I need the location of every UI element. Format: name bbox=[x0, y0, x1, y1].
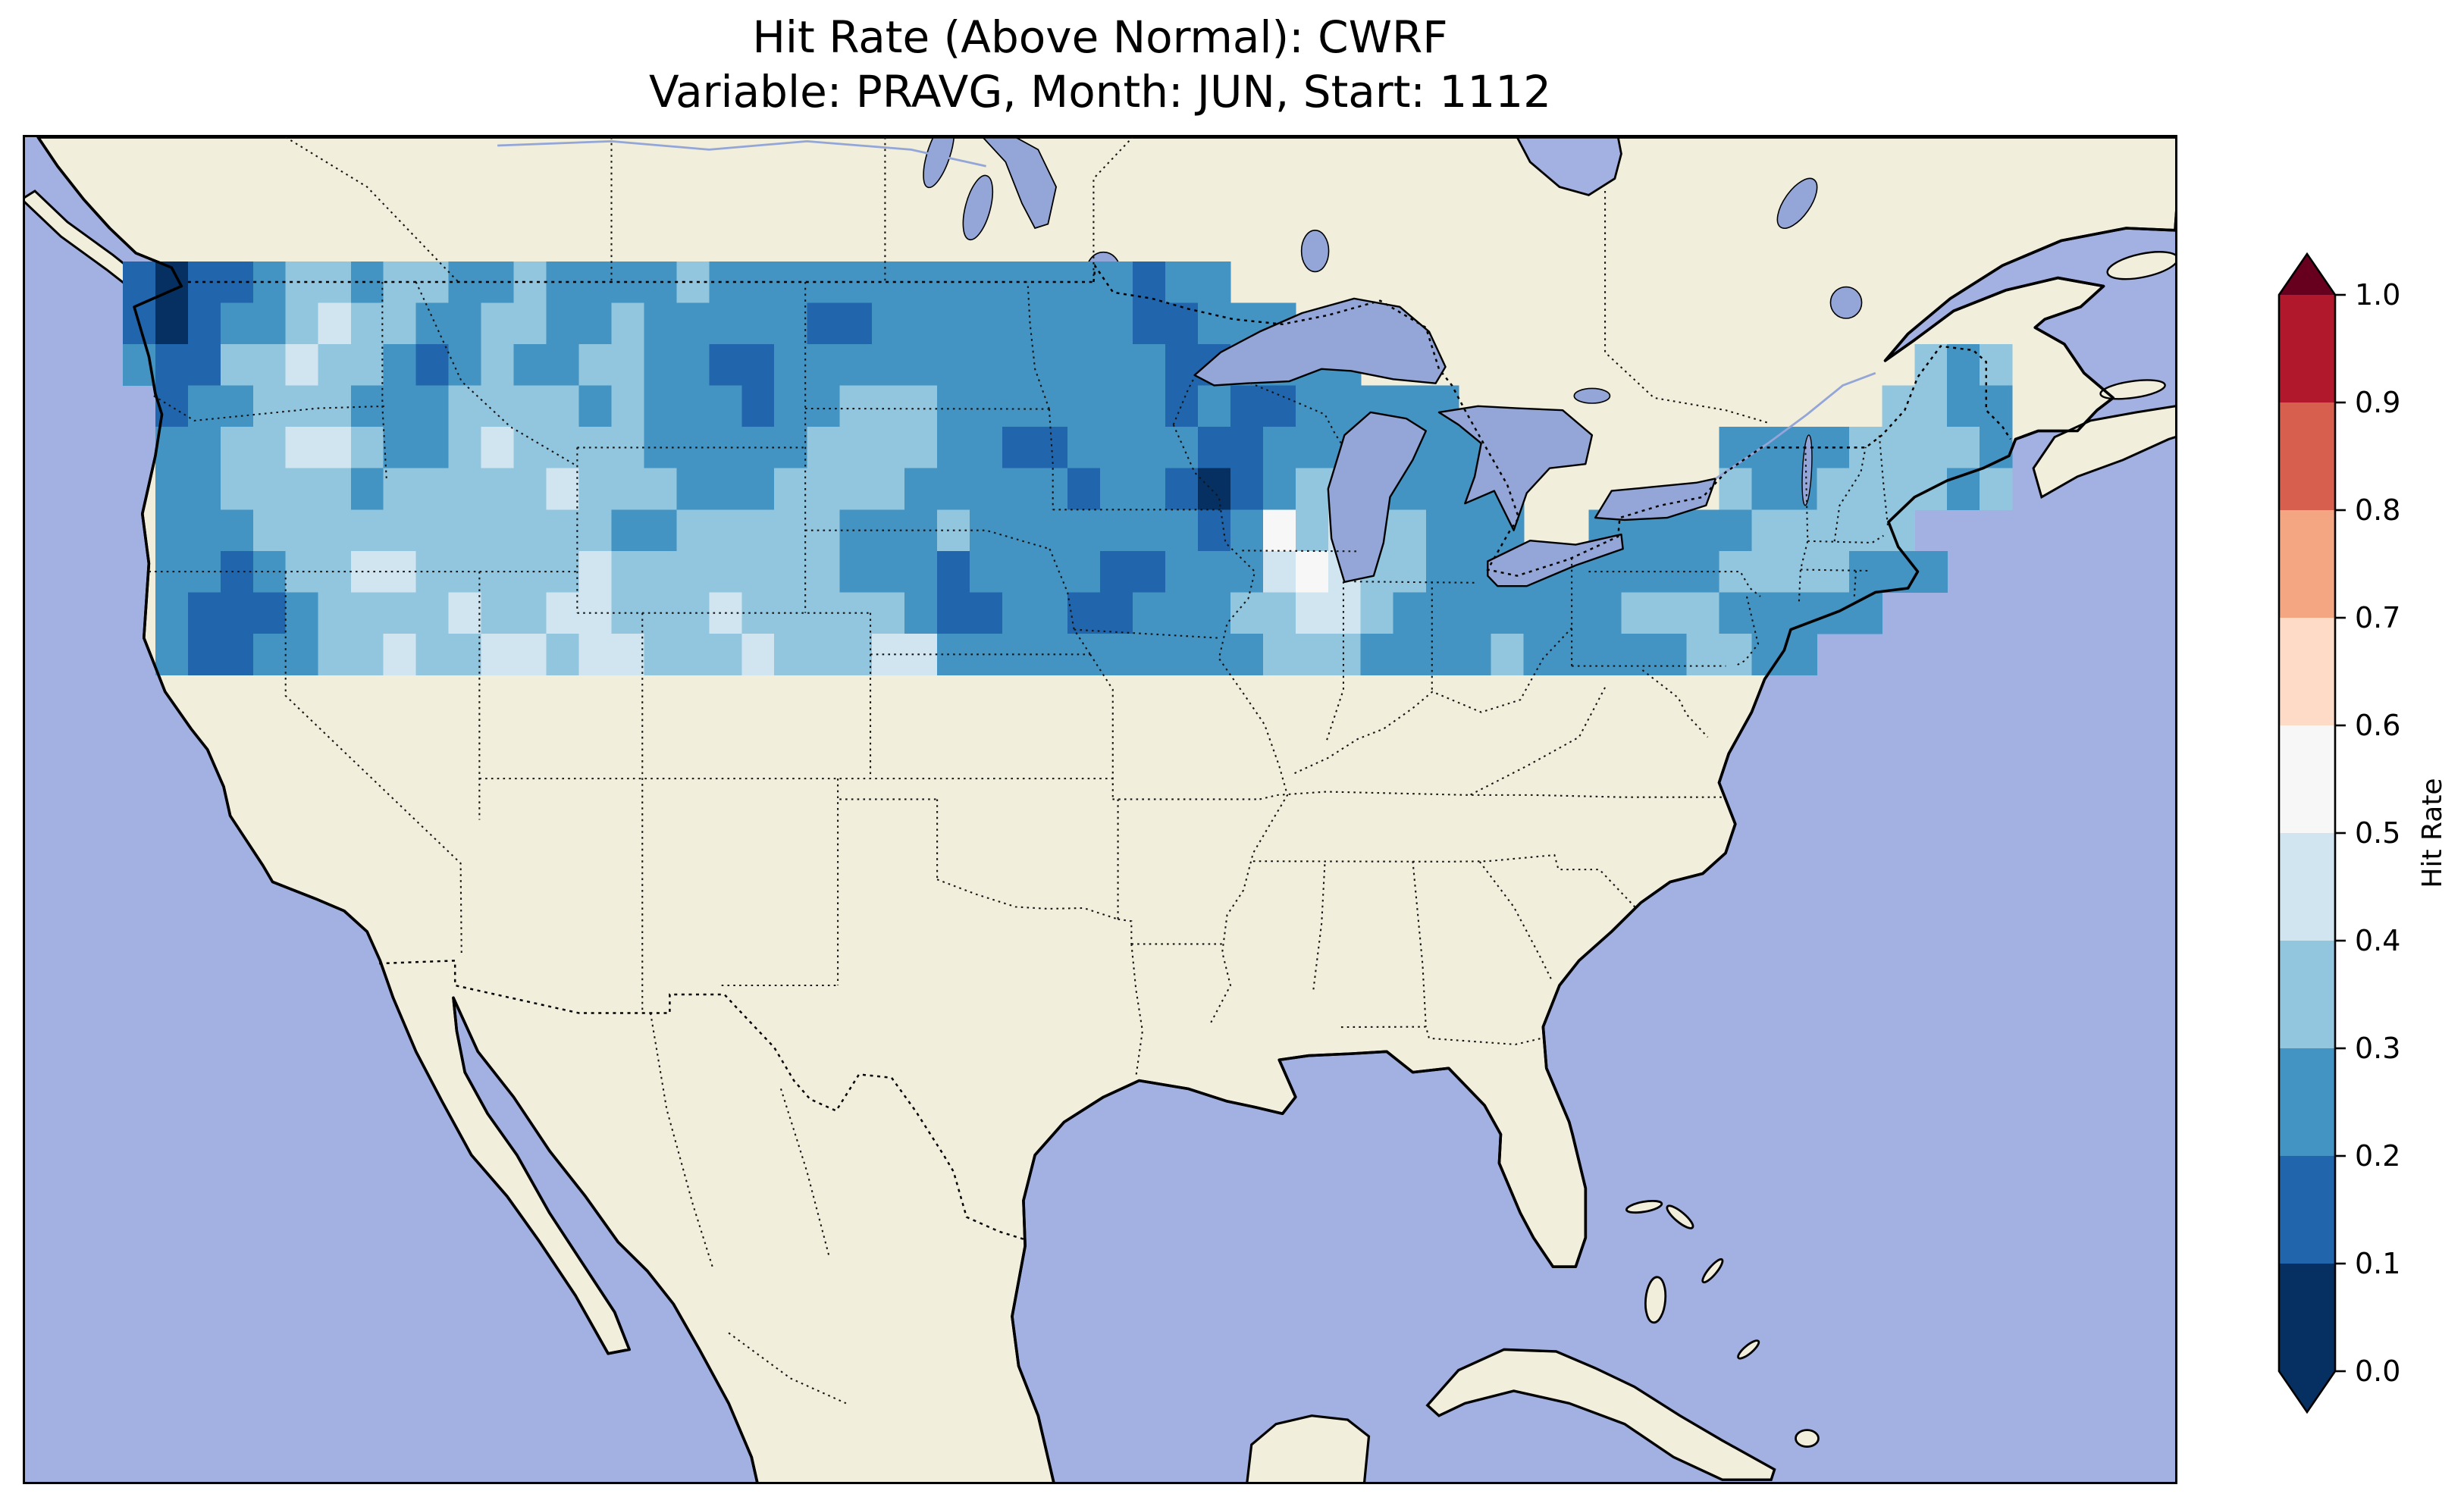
svg-text:0.3: 0.3 bbox=[2355, 1032, 2400, 1065]
svg-text:0.8: 0.8 bbox=[2355, 493, 2400, 527]
svg-text:0.2: 0.2 bbox=[2355, 1139, 2400, 1173]
svg-text:0.9: 0.9 bbox=[2355, 386, 2400, 419]
colorbar-svg: 1.0 0.9 0.8 0.7 0.6 0.5 0.4 0.3 0.2 0.1 0.0 Hit Rat… bbox=[2277, 252, 2448, 1414]
us-hit-rate-map bbox=[25, 137, 2175, 1482]
svg-text:0.7: 0.7 bbox=[2355, 601, 2400, 634]
title-line1: Hit Rate (Above Normal): CWRF bbox=[752, 11, 1448, 63]
title-line2: Variable: PRAVG, Month: JUN, Start: 1112 bbox=[648, 65, 1552, 117]
svg-text:0.0: 0.0 bbox=[2355, 1355, 2400, 1388]
figure-title: Hit Rate (Above Normal): CWRF Variable: … bbox=[23, 11, 2177, 120]
colorbar: 1.0 0.9 0.8 0.7 0.6 0.5 0.4 0.3 0.2 0.1 0.0 Hit Rat… bbox=[2276, 252, 2464, 1424]
colorbar-label: Hit Rate bbox=[2417, 778, 2448, 888]
svg-text:0.5: 0.5 bbox=[2355, 816, 2400, 850]
svg-text:1.0: 1.0 bbox=[2355, 278, 2400, 312]
map-axes bbox=[23, 135, 2177, 1484]
svg-text:0.4: 0.4 bbox=[2355, 924, 2400, 957]
svg-text:0.6: 0.6 bbox=[2355, 709, 2400, 742]
svg-text:0.1: 0.1 bbox=[2355, 1247, 2400, 1280]
